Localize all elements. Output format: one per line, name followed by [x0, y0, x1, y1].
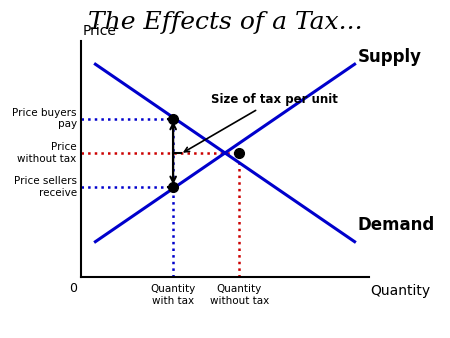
Text: Price buyers
pay: Price buyers pay	[12, 108, 77, 129]
Title: The Effects of a Tax...: The Effects of a Tax...	[88, 11, 362, 34]
Text: Price: Price	[82, 24, 116, 38]
Text: 0: 0	[69, 282, 76, 295]
Text: Quantity
with tax: Quantity with tax	[151, 284, 196, 306]
Text: Size of tax per unit: Size of tax per unit	[184, 93, 338, 152]
Text: Price sellers
receive: Price sellers receive	[14, 176, 76, 198]
Text: Quantity: Quantity	[370, 284, 431, 298]
Text: Supply: Supply	[357, 48, 422, 66]
Text: Demand: Demand	[357, 216, 435, 234]
Text: Price
without tax: Price without tax	[18, 142, 76, 164]
Text: Quantity
without tax: Quantity without tax	[210, 284, 269, 306]
